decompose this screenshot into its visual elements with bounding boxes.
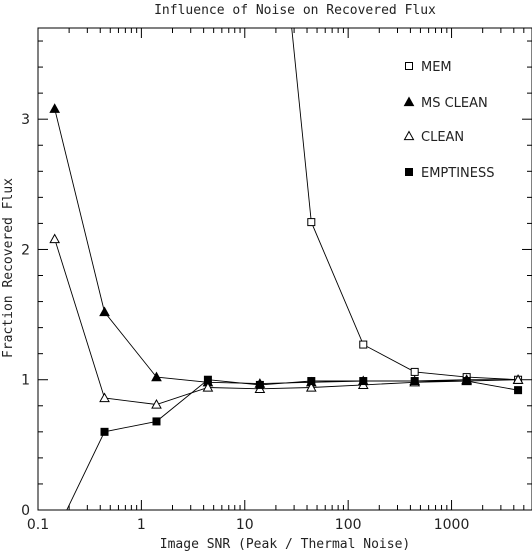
data-point-emptiness xyxy=(462,377,471,386)
series-markers xyxy=(49,103,524,527)
data-point-clean xyxy=(305,382,317,392)
x-tick-label: 1 xyxy=(137,517,146,533)
data-point-ms-clean xyxy=(49,103,61,113)
legend: MEM MS CLEAN CLEAN EMPTINESS xyxy=(403,60,495,181)
data-point-clean xyxy=(202,382,214,392)
data-point-clean xyxy=(49,233,61,244)
data-point-mem xyxy=(307,218,316,227)
legend-label-ms-clean: MS CLEAN xyxy=(421,96,488,111)
data-point-clean xyxy=(99,392,110,403)
data-point-emptiness xyxy=(203,375,212,384)
series-line-clean xyxy=(54,238,519,405)
data-point-emptiness xyxy=(359,377,368,386)
legend-label-clean: CLEAN xyxy=(421,130,464,145)
y-tick-label: 1 xyxy=(21,373,30,389)
legend-marker-emptiness xyxy=(405,168,413,176)
data-point-clean xyxy=(151,398,162,409)
series-line-ms-clean xyxy=(54,108,519,385)
data-point-emptiness xyxy=(514,386,523,395)
legend-marker-mem xyxy=(405,62,413,70)
x-tick-label: 10 xyxy=(236,517,254,533)
y-tick-label: 3 xyxy=(21,112,30,128)
data-point-ms-clean xyxy=(99,306,110,317)
series-line-mem xyxy=(291,28,519,381)
data-point-emptiness xyxy=(255,380,264,389)
data-point-mem xyxy=(410,367,419,376)
x-axis-label: Image SNR (Peak / Thermal Noise) xyxy=(160,537,410,552)
legend-label-emptiness: EMPTINESS xyxy=(421,166,495,181)
y-axis-label: Fraction Recovered Flux xyxy=(1,178,16,358)
data-point-emptiness xyxy=(57,520,64,527)
data-point-mem xyxy=(359,340,368,349)
axis-ticks: 0.1 1 10 100 1000 0 1 2 3 xyxy=(21,28,532,533)
x-tick-label: 1000 xyxy=(434,517,470,533)
y-tick-label: 0 xyxy=(21,503,30,519)
x-tick-label: 100 xyxy=(335,517,362,533)
data-point-emptiness xyxy=(307,377,316,386)
data-point-emptiness xyxy=(152,417,161,426)
data-point-emptiness xyxy=(100,427,109,436)
series-line-emptiness xyxy=(66,379,519,510)
y-tick-label: 2 xyxy=(21,242,30,258)
data-point-emptiness xyxy=(410,377,419,386)
chart-title: Influence of Noise on Recovered Flux xyxy=(154,3,436,18)
data-point-clean xyxy=(512,374,524,384)
legend-marker-ms-clean xyxy=(403,96,415,107)
series-lines xyxy=(54,28,519,510)
data-point-ms-clean xyxy=(151,371,162,382)
plot-frame xyxy=(37,27,532,511)
legend-label-mem: MEM xyxy=(421,60,452,75)
legend-marker-clean xyxy=(403,130,415,141)
x-tick-label: 0.1 xyxy=(27,517,49,533)
